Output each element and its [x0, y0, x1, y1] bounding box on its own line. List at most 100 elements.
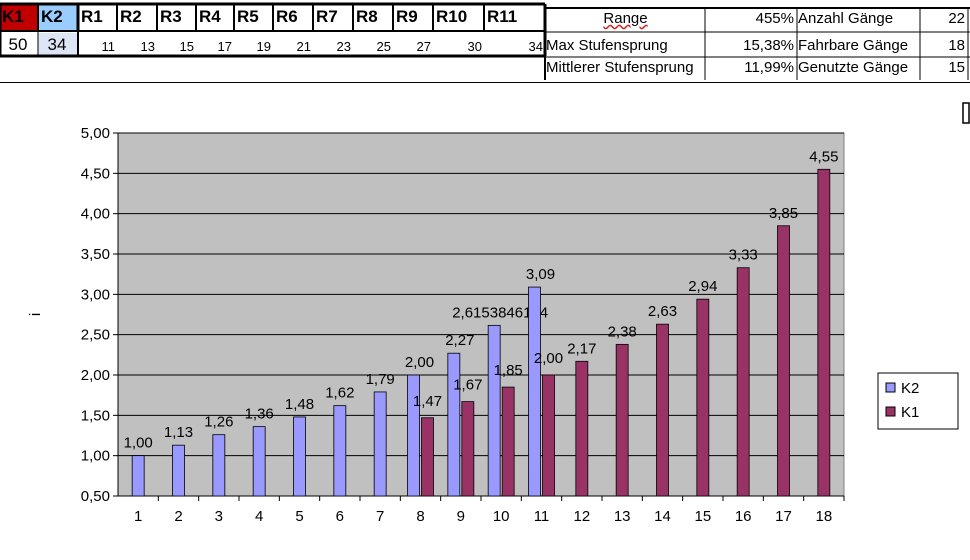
gear-value-r5: 19: [256, 39, 271, 54]
gear-header-r5: R5: [237, 7, 259, 26]
x-tick-label: 16: [735, 508, 752, 525]
gear-value-r7: 23: [336, 39, 351, 54]
bar-k1-13: [615, 343, 629, 497]
gear-header-k2: K2: [38, 4, 78, 31]
legend-label-k2: K2: [901, 380, 919, 397]
bar-k2-8: [407, 374, 420, 497]
legend: [877, 372, 959, 430]
bar-k1-14: [656, 323, 669, 497]
x-tick-label: 7: [376, 508, 384, 525]
gear-value-k1: 50: [8, 35, 28, 54]
bar-k2-1: [131, 455, 145, 497]
data-label: 2,17: [567, 340, 596, 357]
data-label: 2,38: [608, 323, 637, 340]
bar-k1-16: [736, 267, 750, 497]
gears-total-label: Anzahl Gänge: [798, 10, 894, 27]
x-tick-label: 13: [614, 508, 631, 525]
bar-k1-9: [461, 401, 475, 497]
bar-k2-6: [333, 405, 347, 497]
gear-header-r11: R11: [487, 7, 518, 26]
bar-k2-9: [447, 352, 461, 497]
range-label: Range: [603, 10, 648, 27]
data-label: 3,33: [729, 247, 758, 264]
gear-value-r3: 15: [179, 39, 194, 54]
x-tick-label: 14: [654, 508, 671, 525]
range-value: 455%: [755, 10, 794, 27]
legend-swatch-k1: [885, 406, 896, 417]
data-label: 3,85: [769, 205, 798, 222]
x-tick-label: 15: [694, 508, 711, 525]
gear-value-k2: 34: [38, 33, 78, 56]
gear-value-r11: 34: [528, 39, 543, 54]
bar-k2-10: [487, 324, 501, 497]
gear-value-r9: 27: [416, 39, 431, 54]
gear-header-r4: R4: [199, 7, 221, 26]
gear-value-r6: 21: [296, 39, 311, 54]
x-tick-label: 18: [815, 508, 832, 525]
x-tick-label: 10: [493, 508, 510, 525]
gears-used-value: 15: [948, 59, 965, 76]
bar-k2-2: [172, 444, 185, 497]
gear-header-r1: R1: [81, 7, 103, 26]
bar-k2-5: [293, 416, 306, 497]
data-label: 1,48: [285, 396, 314, 413]
gear-value-r1: 11: [101, 39, 116, 54]
bar-k1-12: [575, 360, 589, 497]
bar-k1-11: [542, 374, 555, 497]
y-tick-label: 1,50: [81, 407, 110, 424]
gear-header-r7: R7: [316, 7, 338, 26]
bar-k2-3: [212, 434, 226, 497]
gear-value-r10: 30: [467, 39, 482, 54]
y-tick-label: 2,50: [81, 327, 110, 344]
data-label: 1,47: [413, 393, 442, 410]
bar-k2-4: [252, 426, 266, 497]
data-label: 1,62: [325, 385, 354, 402]
avg-step-value: 11,99%: [744, 59, 794, 76]
y-axis-label: i: [27, 313, 44, 316]
data-label: 2,00: [534, 350, 563, 367]
x-tick-label: 17: [775, 508, 792, 525]
bar-k1-18: [817, 168, 831, 497]
gears-total-value: 22: [948, 10, 965, 27]
gear-ratio-chart: 0,50 1,00 1,50 2,00 2,50 3,00 3,50 4,00 4,50 5,00…: [27, 102, 970, 525]
x-tick-label: 5: [295, 508, 303, 525]
plot-area: [117, 132, 845, 497]
x-tick-label: 1: [134, 508, 142, 525]
data-label: 1,85: [494, 362, 523, 379]
bar-k1-15: [696, 298, 710, 497]
gear-value-r8: 25: [376, 39, 391, 54]
x-tick-label: 2: [174, 508, 182, 525]
data-label: 1,26: [204, 414, 233, 431]
gear-header-r8: R8: [356, 7, 378, 26]
y-tick-label: 1,00: [81, 448, 110, 465]
legend-swatch-k2: [885, 382, 896, 393]
x-tick-label: 6: [336, 508, 344, 525]
gear-header-k1: K1: [0, 4, 38, 31]
y-tick-label: 3,50: [81, 246, 110, 263]
x-tick-label: 9: [457, 508, 465, 525]
bar-k1-17: [777, 225, 790, 497]
gear-header-r9: R9: [396, 7, 418, 26]
y-tick-label: 4,50: [81, 165, 110, 182]
data-label: 1,79: [366, 371, 395, 388]
x-tick-label: 4: [255, 508, 263, 525]
max-step-value: 15,38%: [743, 37, 794, 54]
data-label: 4,55: [809, 148, 838, 165]
x-tick-label: 11: [534, 508, 550, 525]
data-label: 3,09: [526, 266, 555, 283]
data-label: 2,63: [648, 303, 677, 320]
bar-k1-8: [421, 417, 434, 497]
gear-value-r4: 17: [217, 39, 232, 54]
avg-step-label: Mittlerer Stufensprung: [546, 59, 694, 76]
chart-area[interactable]: 0,50 1,00 1,50 2,00 2,50 3,00 3,50 4,00 4,50 5,00…: [0, 82, 970, 560]
gear-value-r2: 13: [140, 39, 155, 54]
x-tick-label: 12: [573, 508, 590, 525]
data-label: 1,36: [245, 406, 274, 423]
data-label: 2,00: [405, 354, 434, 371]
bar-k1-10: [501, 386, 515, 497]
y-tick-label: 0,50: [81, 488, 110, 505]
gear-header-r2: R2: [120, 7, 142, 26]
data-label: 2,6153846154: [452, 304, 548, 321]
gears-rideable-label: Fahrbare Gänge: [798, 37, 909, 54]
x-tick-label: 3: [215, 508, 223, 525]
